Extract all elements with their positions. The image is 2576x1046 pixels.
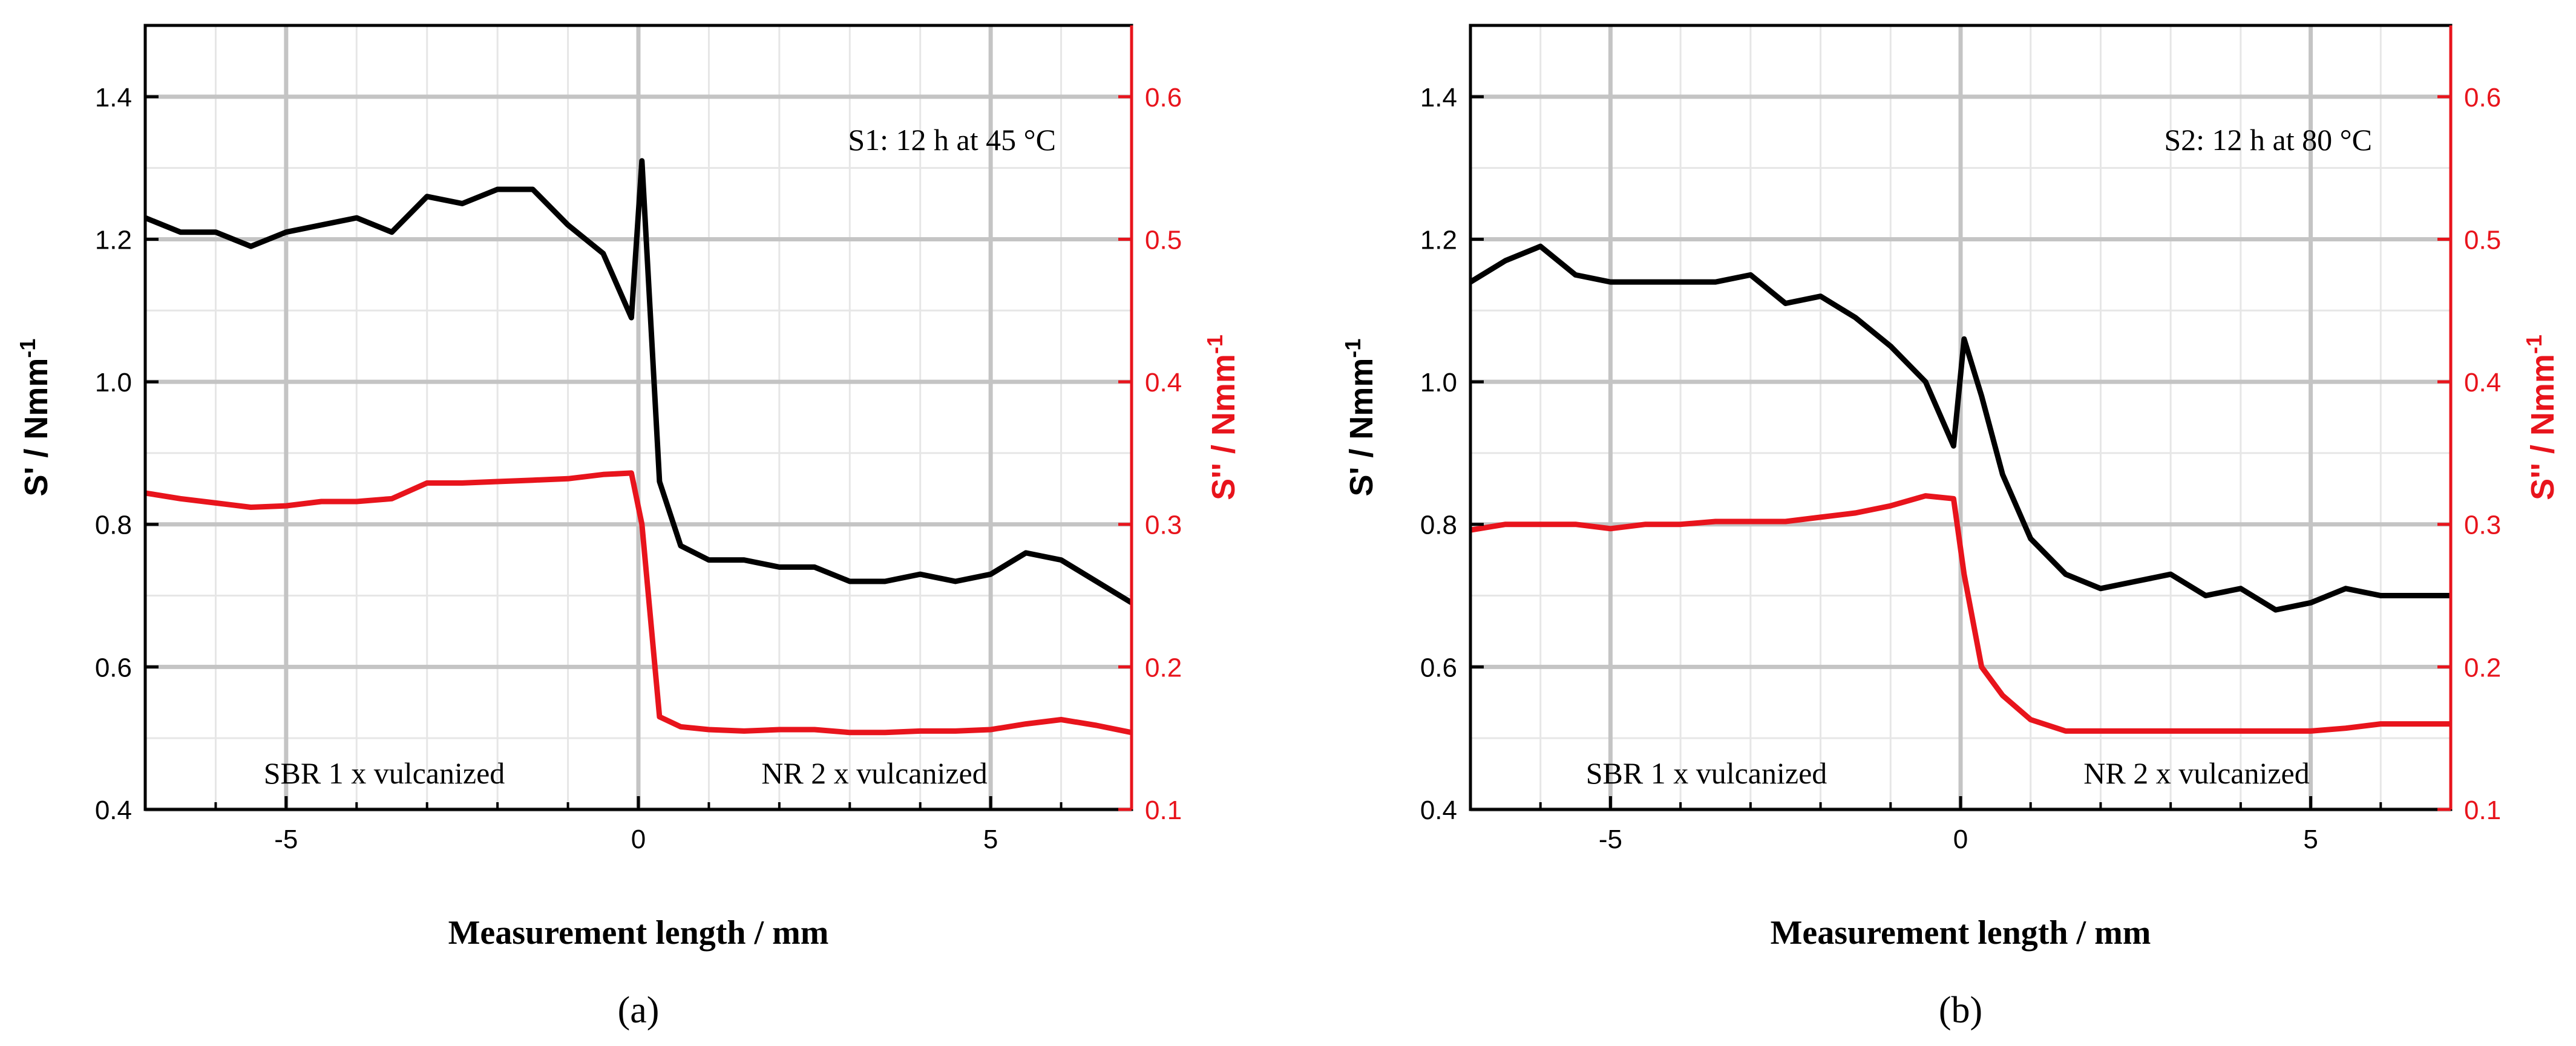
panel-label: (b) (1939, 990, 1982, 1031)
y-right-tick-label: 0.4 (2464, 368, 2501, 397)
chart-panel-b: -5 0 5 0.4 0.6 0.8 1.0 1.2 1.4 0.1 0.2 0.3 0.4 0.5 0.6… (1340, 24, 2561, 1031)
y-left-tick-label: 1.2 (95, 225, 132, 255)
y-right-tick-label: 0.3 (1145, 511, 1182, 540)
y-right-tick-label: 0.3 (2464, 511, 2501, 540)
x-tick-label: 0 (631, 825, 646, 854)
y-right-axis-title: S'' / Nmm-1 (2522, 335, 2561, 500)
region-label-sbr: SBR 1 x vulcanized (1586, 756, 1827, 790)
y-right-tick-label: 0.1 (1145, 796, 1182, 825)
y-right-tick-label: 0.5 (1145, 225, 1182, 255)
y-left-tick-label: 1.2 (1420, 225, 1457, 255)
y-right-tick-label: 0.6 (2464, 83, 2501, 113)
x-tick-label: 5 (983, 825, 998, 854)
y-left-tick-label: 0.8 (95, 511, 132, 540)
series-line-storage-modulus (144, 158, 1133, 606)
y-right-tick-label: 0.2 (2464, 653, 2501, 682)
x-tick-label: 5 (2303, 825, 2318, 854)
chart-panel-a: -5 0 5 0.4 0.6 0.8 1.0 1.2 1.4 0.1 0.2 0.3 0.4 0.5 0.6… (15, 24, 1242, 1031)
y-left-tick-label: 0.4 (1420, 796, 1457, 825)
y-left-tick-label: 0.4 (95, 796, 132, 825)
y-right-tick-label: 0.4 (1145, 368, 1182, 397)
y-left-tick-label: 1.4 (1420, 83, 1457, 113)
y-left-axis-title: S' / Nmm-1 (1340, 339, 1380, 497)
y-right-tick-label: 0.5 (2464, 225, 2501, 255)
series-line-storage-modulus (1469, 243, 2451, 613)
region-label-nr: NR 2 x vulcanized (2083, 756, 2310, 790)
y-right-tick-label: 0.2 (1145, 653, 1182, 682)
y-right-tick-label: 0.1 (2464, 796, 2501, 825)
region-label-nr: NR 2 x vulcanized (761, 756, 988, 790)
y-left-axis-title: S' / Nmm-1 (15, 339, 55, 497)
y-left-tick-label: 1.4 (95, 83, 132, 113)
y-left-tick-label: 1.0 (1420, 368, 1457, 397)
region-label-sbr: SBR 1 x vulcanized (264, 756, 505, 790)
y-left-tick-label: 0.6 (95, 653, 132, 682)
x-tick-label: 0 (1953, 825, 1968, 854)
x-axis-title: Measurement length / mm (448, 914, 829, 952)
x-axis-title: Measurement length / mm (1771, 914, 2151, 952)
series-line-loss-modulus (145, 470, 1132, 736)
grid (145, 24, 1132, 812)
sample-annotation: S1: 12 h at 45 °C (848, 123, 1056, 157)
sample-annotation: S2: 12 h at 80 °C (2164, 123, 2372, 157)
y-right-axis-title: S'' / Nmm-1 (1202, 335, 1242, 500)
x-tick-label: -5 (274, 825, 298, 854)
y-left-tick-label: 1.0 (95, 368, 132, 397)
x-tick-label: -5 (1599, 825, 1622, 854)
y-right-tick-label: 0.6 (1145, 83, 1182, 113)
y-left-tick-label: 0.6 (1420, 653, 1457, 682)
y-left-tick-label: 0.8 (1420, 511, 1457, 540)
series-line-loss-modulus (1470, 493, 2451, 734)
panel-label: (a) (618, 990, 660, 1031)
